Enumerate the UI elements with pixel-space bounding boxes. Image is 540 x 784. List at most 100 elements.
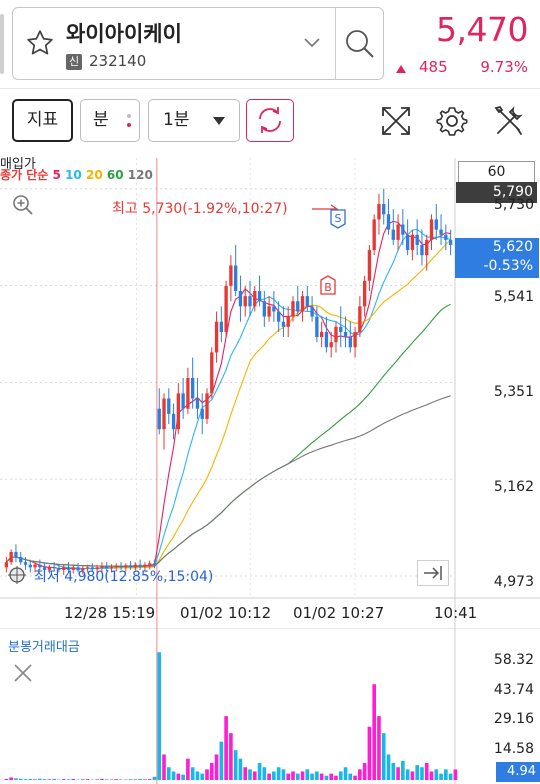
tools-icon[interactable] [490,103,526,139]
stock-search-box[interactable]: 와이아이케이 신 232140 [12,7,384,80]
volume-bar [166,767,171,780]
volume-bar [176,773,181,780]
candle-body [66,567,71,570]
volume-bar [104,779,109,780]
sell-signal-text: S [335,212,342,225]
expand-icon[interactable] [378,103,414,139]
candle-body [248,296,252,307]
candle-body [191,378,195,399]
price-axis-label: 5,351 [493,384,534,400]
volume-bar [85,779,90,780]
candle-body [339,326,343,332]
volume-bar [286,773,291,780]
low-price-annotation: 최저 4,980(12.85%,15:04) [34,569,214,585]
candle-body [329,342,333,348]
volume-bar [353,775,357,780]
volume-bar [248,769,252,780]
more-dots-icon [127,114,131,132]
gear-icon[interactable] [434,103,470,139]
volume-bar [143,779,147,780]
volume-bar [424,762,429,780]
volume-bar [391,762,396,780]
close-icon[interactable] [12,662,34,684]
volume-bar [200,773,205,780]
price-change: 485 [419,58,448,76]
price-change-rate: 9.73% [480,58,528,76]
candle-body [19,557,23,563]
volume-bar [33,779,37,780]
volume-bar [52,778,56,780]
candle-body [23,562,28,565]
star-icon[interactable] [25,28,55,58]
volume-bar [243,767,248,780]
volume-bar [367,726,372,780]
volume-bar [315,771,319,780]
candle-body [195,398,200,409]
candle-body [219,321,224,332]
candle-body [76,567,80,571]
zoom-in-icon[interactable] [11,193,35,217]
candle-body [42,567,47,570]
candle-body [57,568,61,570]
candle-body [167,398,171,414]
back-edge-handle[interactable] [0,14,4,74]
ma-line-120 [5,395,451,567]
candle-body [210,352,214,394]
volume-bar [319,773,324,780]
volume-chart[interactable] [0,628,540,784]
volume-bar [372,684,377,780]
candle-body [396,224,400,240]
candle-body [243,296,247,307]
scroll-to-latest-button[interactable] [417,560,449,586]
candle-body [324,331,329,348]
volume-bar [291,771,295,780]
ma-legend-10: 10 [65,168,82,182]
candle-body [71,567,75,570]
volume-bar [358,769,362,780]
volume-bar [252,771,257,780]
volume-bar [444,769,448,780]
ma-legend-120: 120 [127,168,153,182]
candle-body [38,564,42,568]
candle-body [358,306,362,332]
volume-bar [28,778,33,780]
time-axis-label: 01/02 10:12 [180,604,272,622]
chevron-down-icon[interactable] [300,30,324,54]
candle-body [425,239,429,256]
volume-bar [114,779,119,780]
volume-bar [381,733,386,780]
candle-body [281,321,286,327]
refresh-icon [259,107,281,133]
volume-bar [219,741,224,780]
volume-bar [147,779,152,780]
refresh-button[interactable] [246,99,294,142]
volume-bar [66,779,71,780]
candle-body [276,311,281,322]
candle-body [224,285,228,332]
ma-legend-60: 60 [106,168,124,182]
volume-bar [38,778,42,780]
volume-bar [410,771,415,780]
chart-type-button[interactable]: 분 [80,99,140,142]
price-chart[interactable] [0,158,540,628]
period-select[interactable]: 1분 [148,99,240,142]
volume-bar [415,765,419,780]
candle-body [238,291,243,307]
candle-body [95,567,99,570]
volume-axis-label: 14.58 [493,741,534,757]
price-chart-canvas[interactable] [0,158,540,628]
volume-bar [128,779,133,780]
volume-bar [257,762,262,780]
candle-body [176,393,181,430]
volume-bar [348,773,353,780]
candle-body [114,566,118,568]
volume-bar [162,754,166,780]
candle-body [105,566,109,569]
volume-bar [100,778,104,780]
indicator-button[interactable]: 지표 [12,99,73,142]
search-icon[interactable] [336,8,383,79]
price-axis-label: 5,730 [493,197,534,213]
candle-body [62,567,66,570]
candle-body [310,306,314,317]
volume-bar [324,775,329,780]
